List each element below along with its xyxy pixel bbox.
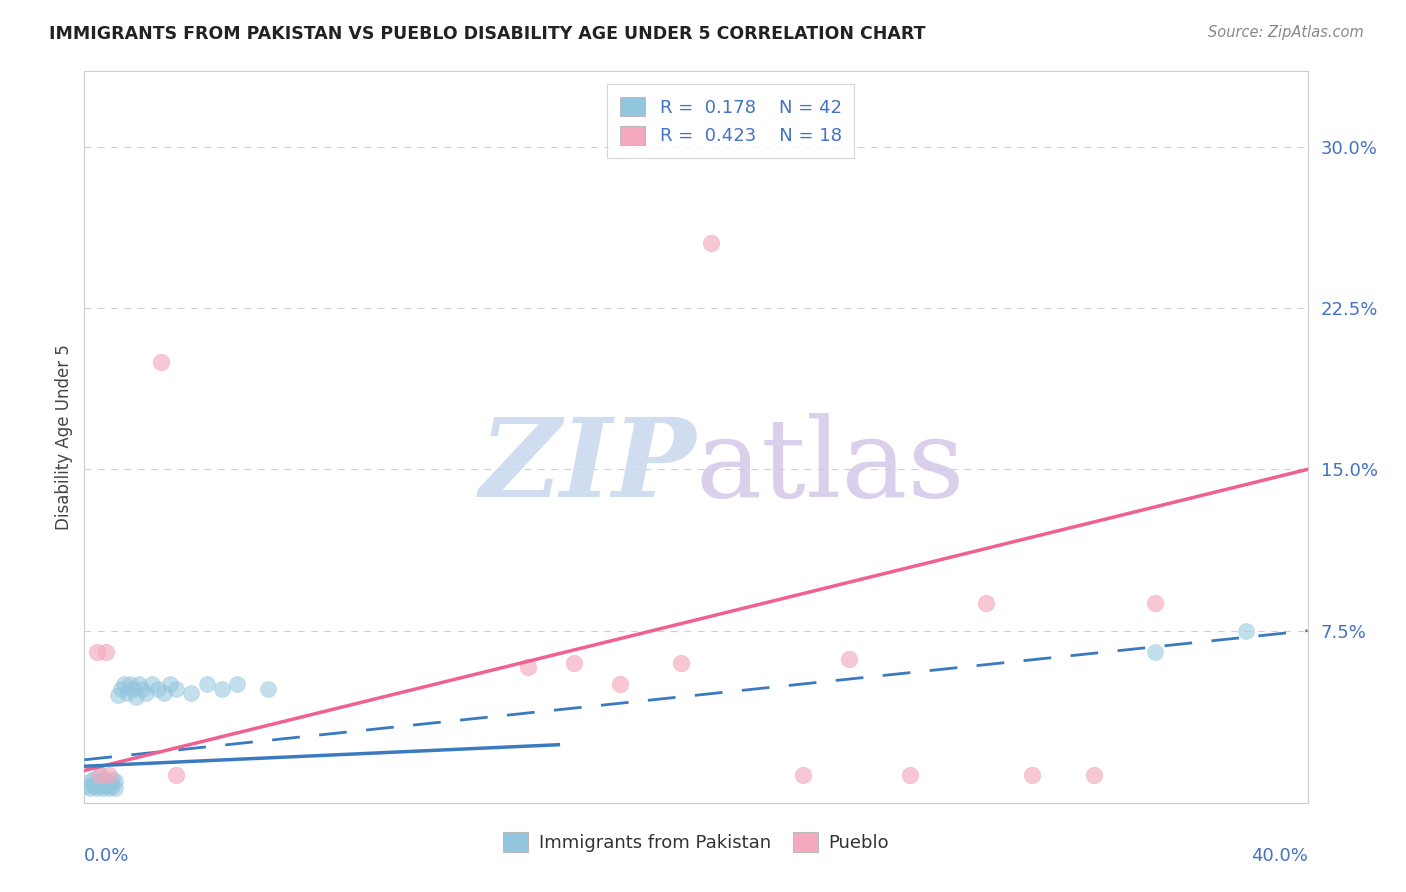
Point	[91, 780, 114, 795]
Point	[97, 780, 120, 795]
Point	[135, 686, 157, 700]
Point	[128, 677, 150, 691]
Point	[1083, 768, 1105, 782]
Point	[898, 768, 921, 782]
Point	[120, 677, 142, 691]
Point	[83, 779, 105, 793]
Point	[104, 774, 127, 789]
Point	[94, 779, 117, 793]
Text: IMMIGRANTS FROM PAKISTAN VS PUEBLO DISABILITY AGE UNDER 5 CORRELATION CHART: IMMIGRANTS FROM PAKISTAN VS PUEBLO DISAB…	[49, 25, 925, 43]
Point	[165, 768, 187, 782]
Point	[562, 656, 585, 670]
Point	[976, 596, 998, 610]
Point	[226, 677, 249, 691]
Point	[125, 690, 148, 705]
Point	[211, 681, 233, 696]
Text: 0.0%: 0.0%	[84, 847, 129, 864]
Point	[1143, 645, 1166, 659]
Point	[89, 768, 111, 782]
Point	[76, 779, 98, 793]
Point	[101, 779, 124, 793]
Point	[115, 686, 138, 700]
Text: Source: ZipAtlas.com: Source: ZipAtlas.com	[1208, 25, 1364, 40]
Point	[86, 645, 108, 659]
Point	[146, 681, 169, 696]
Point	[195, 677, 218, 691]
Point	[79, 774, 101, 789]
Point	[609, 677, 631, 691]
Point	[838, 651, 860, 665]
Point	[149, 355, 172, 369]
Point	[1143, 596, 1166, 610]
Point	[91, 772, 114, 786]
Point	[1021, 768, 1043, 782]
Point	[89, 774, 111, 789]
Point	[97, 776, 120, 790]
Point	[107, 688, 129, 702]
Text: ZIP: ZIP	[479, 413, 696, 520]
Y-axis label: Disability Age Under 5: Disability Age Under 5	[55, 344, 73, 530]
Point	[257, 681, 280, 696]
Point	[83, 772, 105, 786]
Point	[79, 780, 101, 795]
Point	[165, 681, 187, 696]
Point	[153, 686, 176, 700]
Point	[89, 779, 111, 793]
Point	[104, 780, 127, 795]
Point	[159, 677, 181, 691]
Point	[112, 677, 135, 691]
Point	[110, 681, 132, 696]
Point	[94, 645, 117, 659]
Point	[86, 780, 108, 795]
Point	[89, 768, 111, 782]
Point	[669, 656, 692, 670]
Point	[122, 681, 145, 696]
Point	[86, 776, 108, 790]
Legend: Immigrants from Pakistan, Pueblo: Immigrants from Pakistan, Pueblo	[495, 825, 897, 860]
Point	[141, 677, 163, 691]
Point	[180, 686, 202, 700]
Point	[94, 774, 117, 789]
Point	[792, 768, 814, 782]
Point	[700, 236, 723, 251]
Point	[1236, 624, 1258, 638]
Text: atlas: atlas	[696, 413, 966, 520]
Text: 40.0%: 40.0%	[1251, 847, 1308, 864]
Point	[97, 768, 120, 782]
Point	[131, 681, 153, 696]
Point	[516, 660, 538, 674]
Point	[101, 772, 124, 786]
